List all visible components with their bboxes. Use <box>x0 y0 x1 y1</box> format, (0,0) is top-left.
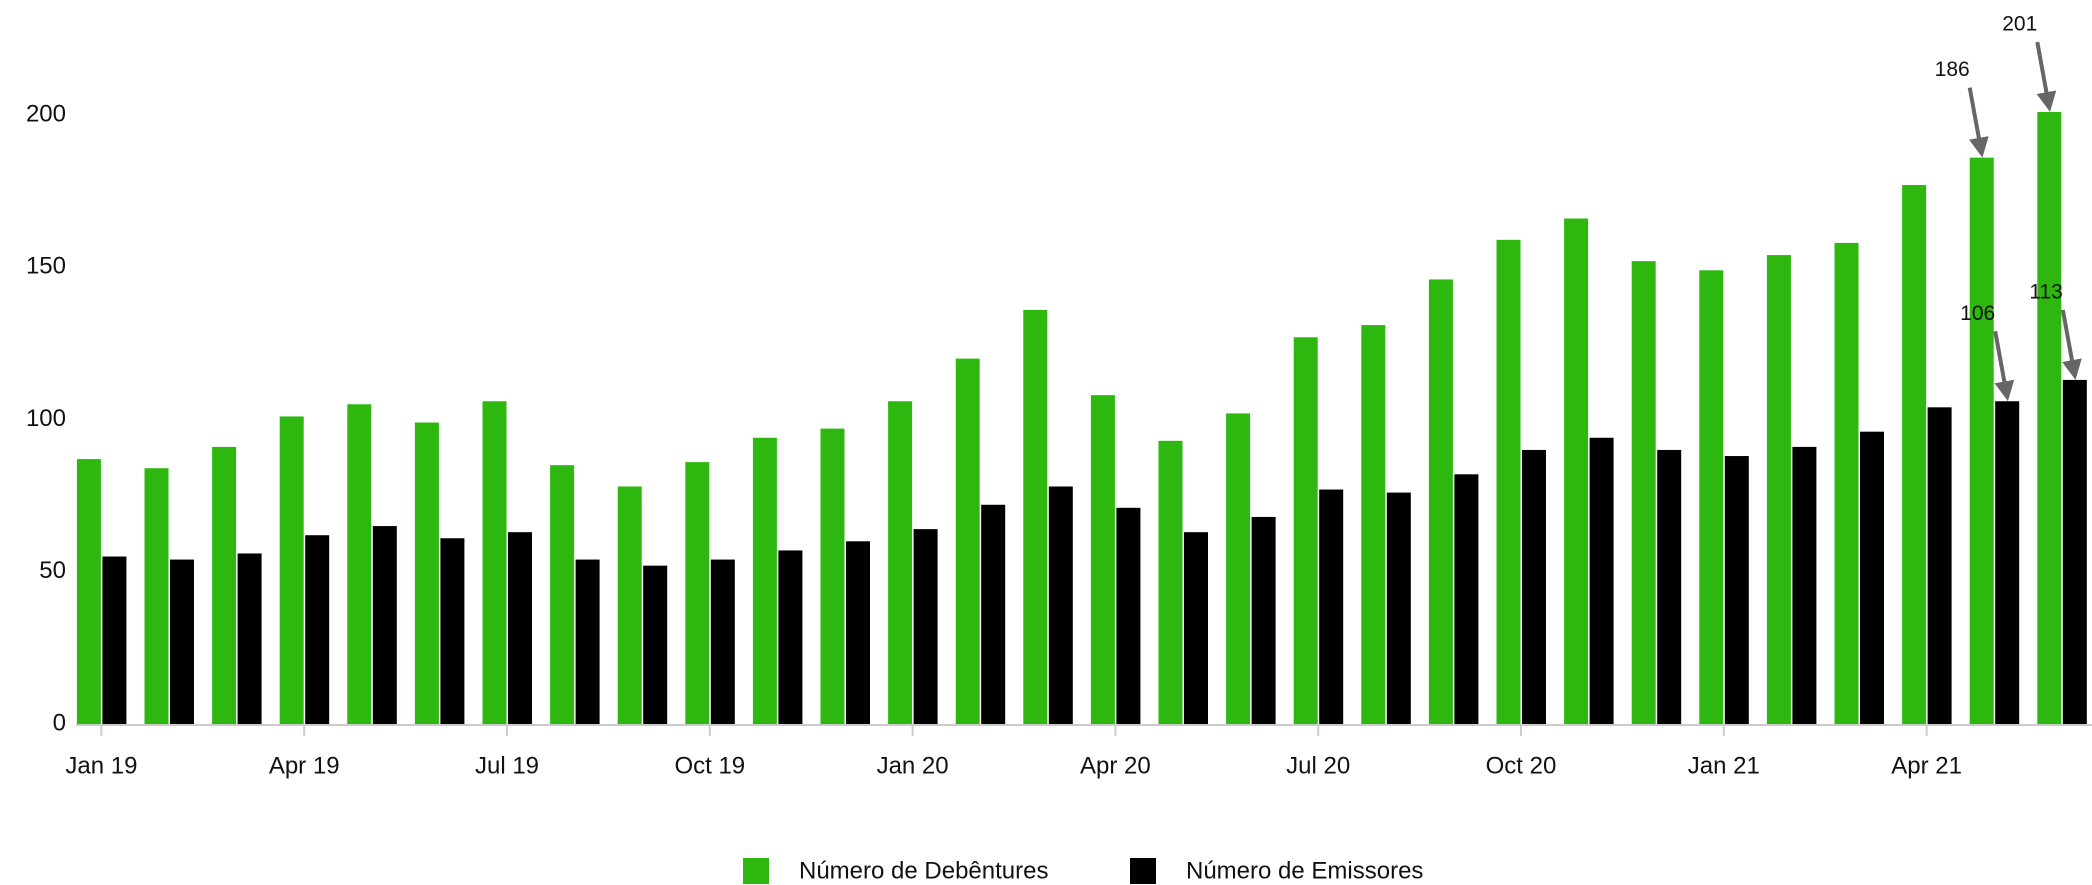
x-tick-label: Apr 19 <box>269 752 340 779</box>
bar <box>1184 532 1208 724</box>
x-tick-label: Oct 19 <box>674 752 745 779</box>
annotation-arrow <box>2060 309 2082 380</box>
bar <box>1631 261 1656 724</box>
bar <box>710 559 735 724</box>
bar <box>212 446 237 724</box>
legend-label: Número de Debêntures <box>799 857 1048 884</box>
bar <box>1048 486 1073 724</box>
y-tick-label: 0 <box>53 709 66 736</box>
bar <box>237 553 262 724</box>
x-tick-label: Jan 20 <box>877 752 949 779</box>
bar <box>575 559 600 724</box>
bar <box>1116 507 1141 724</box>
y-tick-label: 100 <box>26 405 66 432</box>
bar <box>955 358 980 724</box>
bar <box>508 532 532 724</box>
bar <box>482 401 507 724</box>
bar <box>1226 413 1251 724</box>
bar <box>1496 239 1521 724</box>
bar <box>617 486 642 724</box>
bar <box>1995 401 2020 724</box>
bar <box>347 404 372 724</box>
x-tick-label: Jan 19 <box>65 752 137 779</box>
bar <box>888 401 913 724</box>
legend-label: Número de Emissores <box>1186 857 1423 884</box>
bar <box>1293 337 1318 724</box>
bar <box>1766 255 1791 724</box>
bar <box>1319 489 1344 724</box>
annotation-arrow <box>1967 87 1989 158</box>
bar <box>1969 157 1994 724</box>
bar <box>2037 111 2062 724</box>
bar <box>846 541 870 724</box>
bar <box>1902 185 1927 724</box>
bar <box>144 468 169 724</box>
bar <box>170 559 194 724</box>
bar <box>1860 431 1884 724</box>
y-tick-label: 200 <box>26 100 66 127</box>
data-label: 113 <box>2029 280 2062 303</box>
bar <box>1699 270 1724 724</box>
x-tick-label: Oct 20 <box>1486 752 1557 779</box>
x-tick-label: Apr 21 <box>1891 752 1962 779</box>
bar <box>1724 456 1749 724</box>
bar <box>1386 492 1411 724</box>
bar <box>1564 218 1589 724</box>
bar <box>981 504 1006 724</box>
bar <box>1023 309 1048 724</box>
x-tick-label: Apr 20 <box>1080 752 1151 779</box>
x-tick-label: Jan 21 <box>1688 752 1760 779</box>
bar <box>372 526 397 724</box>
legend-swatch <box>1130 858 1156 884</box>
annotation-arrow <box>1993 330 2015 402</box>
bar <box>1251 516 1276 724</box>
bar <box>1090 395 1115 724</box>
bar <box>820 428 845 724</box>
bar <box>414 422 439 724</box>
y-tick-label: 150 <box>26 253 66 280</box>
bar <box>279 416 304 724</box>
bar <box>1158 440 1183 724</box>
bar <box>440 538 465 724</box>
bar <box>76 459 101 724</box>
data-label: 186 <box>1935 58 1970 81</box>
bar <box>913 529 938 724</box>
bar <box>1834 242 1859 724</box>
legend-swatch <box>743 858 769 884</box>
bar <box>752 437 777 724</box>
bar <box>1657 449 1682 724</box>
bar <box>1454 474 1479 724</box>
bar <box>305 535 330 724</box>
bar <box>778 550 803 724</box>
bar <box>550 465 575 724</box>
bar <box>1927 407 1952 724</box>
bar <box>1589 437 1614 724</box>
x-tick-label: Jul 19 <box>475 752 539 779</box>
data-label: 201 <box>2002 13 2037 36</box>
bar <box>685 462 710 724</box>
x-tick-label: Jul 20 <box>1286 752 1350 779</box>
bar <box>1428 279 1453 724</box>
bar <box>2062 379 2087 724</box>
bar <box>643 565 668 724</box>
data-label: 106 <box>1960 302 1995 325</box>
bar <box>1792 446 1817 724</box>
bar <box>1361 325 1386 724</box>
bar <box>1522 449 1546 724</box>
y-tick-label: 50 <box>39 557 66 584</box>
annotation-arrow <box>2035 41 2057 112</box>
bar <box>102 556 127 724</box>
